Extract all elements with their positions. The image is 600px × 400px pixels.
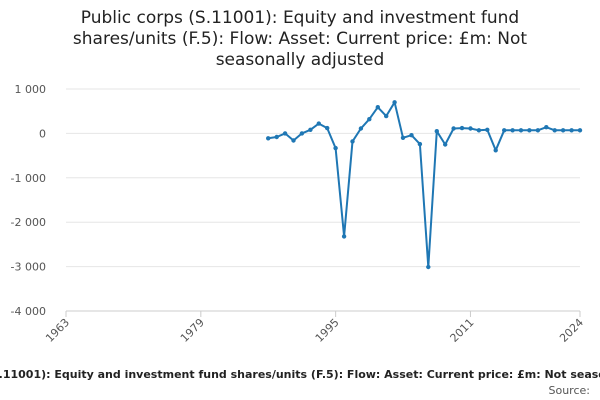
y-tick-label: -2 000 xyxy=(11,216,46,229)
data-point[interactable] xyxy=(291,138,296,143)
source-label: Source: xyxy=(549,384,591,397)
y-tick-labels: 1 000 0 -1 000 -2 000 -3 000 -4 000 xyxy=(11,83,46,318)
data-point[interactable] xyxy=(341,234,347,239)
x-tick-labels: 1963 1979 1995 2011 2024 xyxy=(43,316,586,345)
data-point[interactable] xyxy=(485,127,490,132)
y-tick-label: 1 000 xyxy=(15,83,47,96)
data-point[interactable] xyxy=(417,141,423,147)
chart-title: Public corps (S.11001): Equity and inves… xyxy=(72,8,528,70)
x-tick-label: 1963 xyxy=(43,316,72,345)
data-point[interactable] xyxy=(333,145,338,151)
data-point[interactable] xyxy=(299,131,305,136)
data-point[interactable] xyxy=(569,128,574,133)
data-point[interactable] xyxy=(502,128,507,133)
data-point[interactable] xyxy=(426,264,431,270)
data-point[interactable] xyxy=(375,105,380,110)
data-point[interactable] xyxy=(535,128,541,133)
grid-lines xyxy=(66,88,580,268)
data-point[interactable] xyxy=(527,128,532,133)
data-point[interactable] xyxy=(451,126,456,131)
data-point[interactable] xyxy=(443,142,448,147)
series-line xyxy=(268,101,580,268)
axes xyxy=(65,310,581,317)
data-point[interactable] xyxy=(274,134,279,140)
data-point[interactable] xyxy=(409,133,414,138)
data-point[interactable] xyxy=(266,136,271,141)
data-point[interactable] xyxy=(493,148,498,153)
data-point[interactable] xyxy=(468,126,473,131)
data-point[interactable] xyxy=(544,125,549,130)
data-point[interactable] xyxy=(434,129,439,134)
data-point[interactable] xyxy=(350,139,355,144)
data-point[interactable] xyxy=(308,127,313,132)
data-point[interactable] xyxy=(316,121,321,126)
data-point[interactable] xyxy=(392,100,397,105)
x-tick-label: 1979 xyxy=(178,316,207,345)
data-point[interactable] xyxy=(400,135,406,140)
series-layer xyxy=(266,100,583,270)
x-tick-label: 1995 xyxy=(313,316,342,345)
data-point[interactable] xyxy=(325,125,330,131)
data-point[interactable] xyxy=(577,128,583,133)
data-point[interactable] xyxy=(358,126,364,131)
data-point[interactable] xyxy=(367,117,372,122)
x-tick-label: 2011 xyxy=(448,316,477,345)
data-point[interactable] xyxy=(384,113,389,119)
x-tick-label: 2024 xyxy=(557,316,586,345)
data-point[interactable] xyxy=(552,128,557,133)
data-point[interactable] xyxy=(476,128,482,133)
data-point[interactable] xyxy=(518,128,524,133)
y-tick-label: -4 000 xyxy=(11,305,46,318)
y-tick-label: 0 xyxy=(39,127,46,140)
y-tick-label: -3 000 xyxy=(11,261,46,274)
data-point[interactable] xyxy=(560,128,566,133)
data-point[interactable] xyxy=(282,131,288,136)
y-tick-label: -1 000 xyxy=(11,172,46,185)
data-point[interactable] xyxy=(510,128,515,133)
data-point[interactable] xyxy=(459,125,465,131)
legend-label: Public corps (S.11001): Equity and inves… xyxy=(0,368,600,381)
